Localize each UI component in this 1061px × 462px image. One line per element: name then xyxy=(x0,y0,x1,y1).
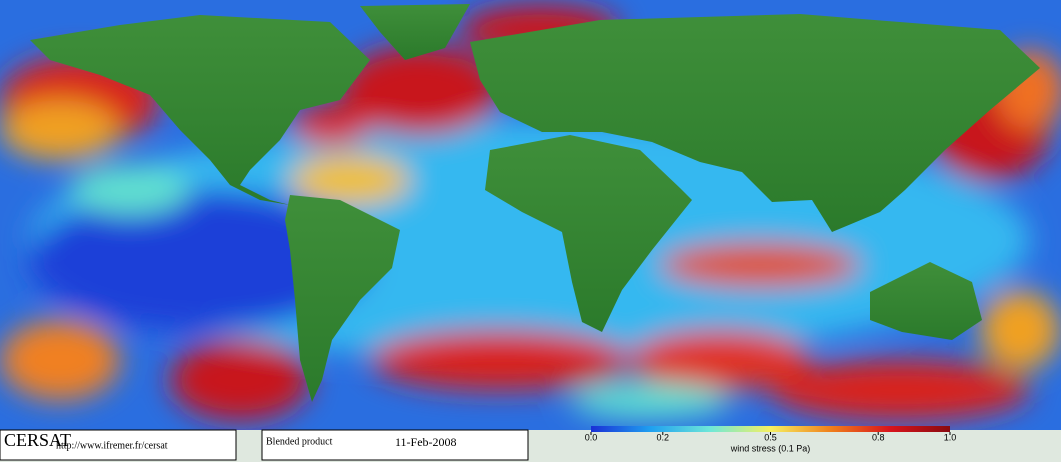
field-blob xyxy=(660,243,860,287)
product: Blended product xyxy=(266,436,333,447)
product-box xyxy=(261,429,529,461)
field-blob xyxy=(980,290,1060,370)
field-blob xyxy=(30,190,370,330)
field-blob xyxy=(290,155,410,205)
colorbar-tick-label: 0.0 xyxy=(585,432,598,442)
field-blob xyxy=(570,382,730,418)
north-america xyxy=(30,15,370,205)
field-blob xyxy=(70,165,190,215)
date: 11-Feb-2008 xyxy=(395,435,457,449)
africa xyxy=(485,135,692,332)
field-blob xyxy=(0,320,120,400)
field-blob xyxy=(370,330,630,390)
colorbar-scale xyxy=(591,426,950,432)
colorbar-tick-label: 0.8 xyxy=(872,432,885,442)
greenland xyxy=(360,4,470,60)
colorbar: 0.0 0.2 0.5 0.8 1.0 wind stress (0.1 Pa) xyxy=(585,426,957,453)
colorbar-label: wind stress (0.1 Pa) xyxy=(730,443,811,453)
field-blob xyxy=(340,45,500,135)
field-blob xyxy=(770,360,1030,420)
url: http://www.ifremer.fr/cersat xyxy=(56,440,168,451)
eurasia xyxy=(470,14,1040,232)
field-blob xyxy=(170,340,310,420)
field-blob xyxy=(290,105,370,145)
continents xyxy=(30,4,1040,402)
field-blob xyxy=(630,330,810,390)
colorbar-tick-label: 0.5 xyxy=(764,432,777,442)
logo: CERSAT xyxy=(4,430,71,450)
australia xyxy=(870,262,982,340)
field-blob xyxy=(0,100,120,160)
logo-box xyxy=(0,429,237,461)
south-america xyxy=(285,195,400,402)
colorbar-tick-label: 0.2 xyxy=(657,432,670,442)
colorbar-tick-label: 1.0 xyxy=(944,432,957,442)
